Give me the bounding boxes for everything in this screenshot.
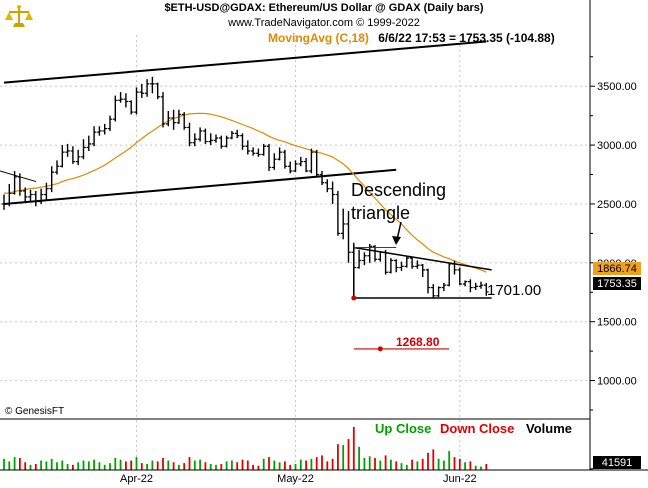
ma-value-text: 1866.74 xyxy=(597,263,637,275)
ma-value-badge: 1866.74 xyxy=(593,262,641,275)
y-tick-label: 1500.00 xyxy=(597,317,637,329)
legend-down-close: Down Close xyxy=(440,421,514,436)
moving-average-layer xyxy=(3,112,487,273)
indicator-status: 6/6/22 17:53 = 1753.35 (-104.88) xyxy=(378,31,555,45)
last-close-badge: 1753.35 xyxy=(593,277,641,290)
legend-volume: Volume xyxy=(526,421,572,436)
volume-bars xyxy=(3,427,488,470)
y-tick-label: 3000.00 xyxy=(597,140,637,152)
indicator-label: MovingAvg (C,18) xyxy=(268,31,369,45)
x-tick-label: May-22 xyxy=(277,473,314,485)
last-close-text: 1753.35 xyxy=(597,278,637,290)
chart-grid xyxy=(0,35,590,470)
descending-triangle xyxy=(351,245,492,301)
channel-line xyxy=(3,40,487,84)
annotation-line2: triangle xyxy=(351,203,410,223)
support-level-label: 1701.00 xyxy=(487,282,541,299)
y-tick-label: 2500.00 xyxy=(597,199,637,211)
target-dot xyxy=(377,346,383,352)
channel-line xyxy=(3,168,397,205)
chart-source: www.TradeNavigator.com © 1999-2022 xyxy=(228,17,420,29)
annotation-line1: Descending xyxy=(351,180,446,200)
chart-title: $ETH-USD@GDAX: Ethereum/US Dollar @ GDAX… xyxy=(164,2,484,14)
trade-navigator-logo-icon xyxy=(5,5,33,27)
y-tick-label: 3500.00 xyxy=(597,81,637,93)
volume-badge: 41591 xyxy=(593,456,641,469)
target-level-label: 1268.80 xyxy=(396,335,440,349)
target-layer xyxy=(353,346,450,352)
indicator-header: MovingAvg (C,18) 6/6/22 17:53 = 1753.35 … xyxy=(268,31,555,45)
y-tick-label: 1000.00 xyxy=(597,376,637,388)
x-tick-label: Apr-22 xyxy=(120,473,153,485)
support-anchor-dot xyxy=(351,295,357,301)
legend-up-close: Up Close xyxy=(375,421,431,436)
price-bars xyxy=(1,76,489,299)
moving-average-line xyxy=(3,112,487,273)
triangle-top-line xyxy=(353,246,492,271)
x-tick-label: Jun-22 xyxy=(443,473,477,485)
annotation-arrowhead xyxy=(392,236,401,245)
volume-badge-text: 41591 xyxy=(602,457,633,469)
watermark: © GenesisFT xyxy=(5,406,64,417)
